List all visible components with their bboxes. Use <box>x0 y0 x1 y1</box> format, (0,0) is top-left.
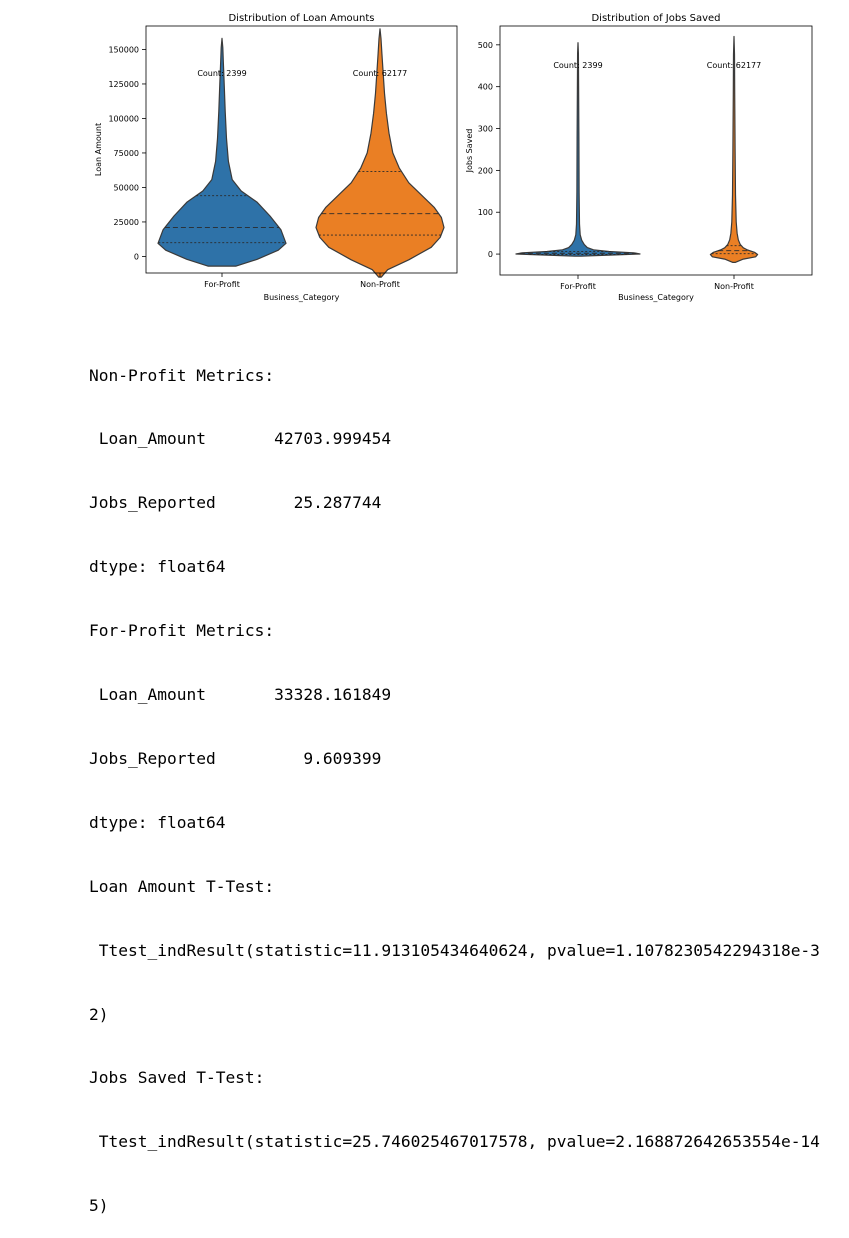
jobs-x-axis-label: Business_Category <box>618 293 694 302</box>
console-line: dtype: float64 <box>89 812 226 832</box>
loan-plot-frame <box>145 25 458 274</box>
console-line: 2) <box>89 1004 109 1024</box>
console-line: Jobs Saved T-Test: <box>89 1068 265 1088</box>
y-tick-label: 125000 <box>108 80 139 89</box>
console-line: Ttest_indResult(statistic=25.74602546701… <box>89 1132 820 1152</box>
count-annotation: Count: 2399 <box>553 61 602 70</box>
jobs-plot-frame <box>499 25 813 276</box>
y-tick-label: 50000 <box>114 183 139 192</box>
y-tick-label: 100 <box>478 208 493 217</box>
y-tick-label: 0 <box>488 250 493 259</box>
y-tick-label: 400 <box>478 83 493 92</box>
console-line: Jobs_Reported 25.287744 <box>89 493 382 513</box>
jobs-x-axis: For-Profit Non-Profit <box>560 275 754 291</box>
console-line: Loan_Amount 42703.999454 <box>89 429 392 449</box>
y-tick-label: 300 <box>478 125 493 134</box>
y-tick-label: 100000 <box>108 114 139 123</box>
jobs-y-axis: 0 100 200 300 400 500 <box>478 41 500 259</box>
loan-y-axis: 0 25000 50000 75000 100000 125000 150000 <box>108 45 146 261</box>
loan-annotations: Count: 2399 Count: 62177 <box>197 69 407 78</box>
chart-figure: Distribution of Loan Amounts 02500050000… <box>94 13 813 302</box>
console-line: Non-Profit Metrics: <box>89 365 275 385</box>
console-line: 5) <box>89 1196 109 1216</box>
console-line: Jobs_Reported 9.609399 <box>89 748 382 768</box>
console-line: Ttest_indResult(statistic=11.91310543464… <box>89 940 820 960</box>
violin-0 <box>515 42 641 257</box>
console-line: For-Profit Metrics: <box>89 621 275 641</box>
x-tick-label: Non-Profit <box>714 282 754 291</box>
y-tick-label: 75000 <box>114 149 139 158</box>
console-line: Loan_Amount 33328.161849 <box>89 685 392 705</box>
count-annotation: Count: 62177 <box>707 61 761 70</box>
count-annotation: Count: 62177 <box>353 69 407 78</box>
y-tick-label: 500 <box>478 41 493 50</box>
loan-x-axis-label: Business_Category <box>264 293 340 302</box>
loan-violins <box>157 28 445 278</box>
y-tick-label: 25000 <box>114 218 139 227</box>
console-output: Non-Profit Metrics: Loan_Amount 42703.99… <box>89 322 820 1238</box>
jobs-chart-title: Distribution of Jobs Saved <box>591 13 720 24</box>
y-tick-label: 200 <box>478 166 493 175</box>
jobs-annotations: Count: 2399 Count: 62177 <box>553 61 761 70</box>
violin-1 <box>315 28 445 278</box>
console-line: dtype: float64 <box>89 557 226 577</box>
loan-y-axis-label: Loan Amount <box>94 123 103 176</box>
jobs-chart: Distribution of Jobs Saved 0 100 200 300 400… <box>465 13 813 302</box>
loan-chart: Distribution of Loan Amounts 0 25000 50000… <box>94 13 458 302</box>
count-annotation: Count: 2399 <box>197 69 246 78</box>
loan-chart-title: Distribution of Loan Amounts <box>228 13 374 24</box>
x-tick-label: For-Profit <box>560 282 596 291</box>
jobs-violins <box>515 35 759 263</box>
y-tick-label: 0 <box>134 252 139 261</box>
loan-x-axis: For-Profit Non-Profit <box>204 273 400 289</box>
violin-1 <box>709 35 759 263</box>
x-tick-label: For-Profit <box>204 280 240 289</box>
jobs-y-axis-label: Jobs Saved <box>465 129 474 174</box>
y-tick-label: 150000 <box>108 45 139 54</box>
console-line: Loan Amount T-Test: <box>89 876 275 896</box>
x-tick-label: Non-Profit <box>360 280 400 289</box>
